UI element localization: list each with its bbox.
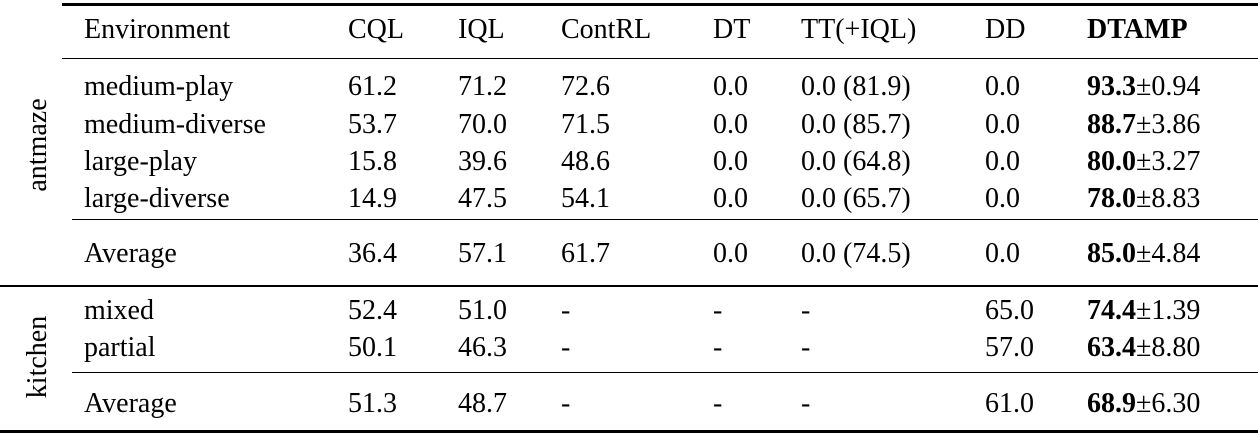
score-cell: -: [713, 332, 723, 363]
environment-name: medium-diverse: [84, 109, 266, 140]
score-cell: 71.2: [458, 71, 507, 102]
score-cell: 57.0: [985, 332, 1034, 363]
score-cell: 0.0: [985, 183, 1020, 214]
environment-name: mixed: [84, 295, 154, 326]
std-dev: ±1.39: [1136, 295, 1201, 326]
score-cell: 0.0 (65.7): [801, 183, 911, 214]
score-cell: 51.0: [458, 295, 507, 326]
table-rule: [72, 219, 1258, 221]
score-cell: 0.0 (64.8): [801, 146, 911, 177]
best-score: 93.3: [1087, 71, 1136, 102]
table-rule: [0, 285, 1258, 287]
table-rule: [0, 430, 1258, 433]
table-rule: [62, 3, 1258, 6]
score-cell: 0.0: [713, 146, 748, 177]
best-score: 68.9: [1087, 388, 1136, 419]
column-header: CQL: [348, 14, 404, 45]
score-cell: -: [561, 332, 571, 363]
column-header: Environment: [84, 14, 231, 45]
score-cell: -: [713, 388, 723, 419]
score-cell: 61.7: [561, 238, 610, 269]
score-cell: 65.0: [985, 295, 1034, 326]
score-cell: 0.0: [985, 238, 1020, 269]
environment-name: large-play: [84, 146, 197, 177]
best-score: 78.0: [1087, 183, 1136, 214]
score-cell: 0.0: [985, 71, 1020, 102]
score-cell: 70.0: [458, 109, 507, 140]
group-label: antmaze: [22, 98, 53, 192]
score-cell: 14.9: [348, 183, 397, 214]
score-cell: 15.8: [348, 146, 397, 177]
table-rule: [62, 58, 1258, 60]
score-cell: -: [801, 295, 811, 326]
std-dev: ±4.84: [1136, 238, 1201, 269]
std-dev: ±6.30: [1136, 388, 1201, 419]
score-cell: 0.0: [713, 109, 748, 140]
score-cell: 0.0: [713, 238, 748, 269]
score-cell: 72.6: [561, 71, 610, 102]
column-header: IQL: [458, 14, 505, 45]
environment-name: medium-play: [84, 71, 234, 102]
best-score: 63.4: [1087, 332, 1136, 363]
table-rule: [72, 372, 1258, 374]
best-score: 74.4: [1087, 295, 1136, 326]
score-cell: 53.7: [348, 109, 397, 140]
score-cell: 54.1: [561, 183, 610, 214]
best-score: 88.7: [1087, 109, 1136, 140]
score-cell: 50.1: [348, 332, 397, 363]
column-header: TT(+IQL): [801, 14, 917, 45]
score-cell: 57.1: [458, 238, 507, 269]
std-dev: ±8.83: [1136, 183, 1201, 214]
score-cell: -: [561, 295, 571, 326]
environment-name: Average: [84, 238, 177, 269]
score-cell: 0.0 (74.5): [801, 238, 911, 269]
score-cell: 0.0 (81.9): [801, 71, 911, 102]
column-header: DTAMP: [1087, 14, 1188, 45]
score-cell: 51.3: [348, 388, 397, 419]
std-dev: ±3.27: [1136, 146, 1201, 177]
environment-name: partial: [84, 332, 156, 363]
score-cell: 61.0: [985, 388, 1034, 419]
score-cell: 46.3: [458, 332, 507, 363]
score-cell: 36.4: [348, 238, 397, 269]
std-dev: ±8.80: [1136, 332, 1201, 363]
score-cell: 0.0 (85.7): [801, 109, 911, 140]
score-cell: 0.0: [713, 71, 748, 102]
best-score: 85.0: [1087, 238, 1136, 269]
score-cell: 48.6: [561, 146, 610, 177]
score-cell: 0.0: [985, 109, 1020, 140]
best-score: 80.0: [1087, 146, 1136, 177]
environment-name: large-diverse: [84, 183, 230, 214]
score-cell: 48.7: [458, 388, 507, 419]
score-cell: -: [713, 295, 723, 326]
score-cell: -: [801, 388, 811, 419]
score-cell: -: [561, 388, 571, 419]
column-header: DT: [713, 14, 751, 45]
column-header: ContRL: [561, 14, 652, 45]
environment-name: Average: [84, 388, 177, 419]
score-cell: 39.6: [458, 146, 507, 177]
std-dev: ±0.94: [1136, 71, 1201, 102]
score-cell: 71.5: [561, 109, 610, 140]
score-cell: 0.0: [713, 183, 748, 214]
score-cell: 0.0: [985, 146, 1020, 177]
group-label: kitchen: [22, 315, 53, 399]
score-cell: 61.2: [348, 71, 397, 102]
column-header: DD: [985, 14, 1026, 45]
score-cell: 52.4: [348, 295, 397, 326]
std-dev: ±3.86: [1136, 109, 1201, 140]
score-cell: -: [801, 332, 811, 363]
score-cell: 47.5: [458, 183, 507, 214]
